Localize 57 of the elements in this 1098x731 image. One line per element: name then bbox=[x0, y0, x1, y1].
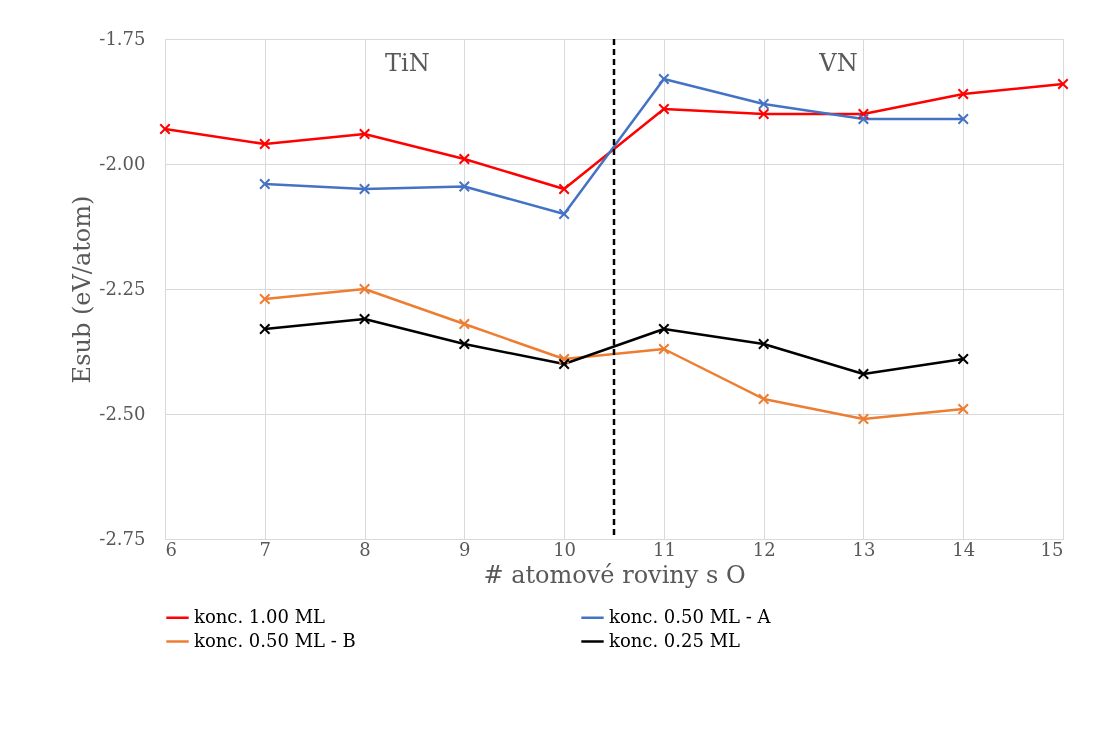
y-tick-label: -2.25 bbox=[99, 277, 146, 299]
x-tick-label: 9 bbox=[459, 538, 471, 560]
legend-label: konc. 0.50 ML - B bbox=[194, 629, 356, 651]
point bbox=[757, 98, 770, 110]
y-tick-label: -2.00 bbox=[99, 152, 146, 174]
point bbox=[658, 103, 670, 115]
point bbox=[757, 393, 770, 405]
point bbox=[259, 178, 271, 190]
point bbox=[957, 403, 969, 415]
point bbox=[558, 208, 570, 220]
point bbox=[857, 113, 870, 125]
y-tick-label: -1.75 bbox=[99, 27, 146, 49]
point bbox=[757, 338, 770, 350]
point bbox=[159, 123, 171, 135]
annotation: TiN bbox=[385, 49, 430, 77]
x-tick-label: 10 bbox=[553, 538, 577, 560]
point bbox=[458, 338, 471, 350]
point bbox=[358, 128, 371, 140]
x-tick-label: 14 bbox=[952, 538, 976, 560]
point bbox=[259, 138, 271, 150]
point bbox=[458, 180, 471, 193]
y-axis-title: Esub (eV/atom) bbox=[68, 195, 97, 384]
x-tick-label: 15 bbox=[1040, 538, 1064, 560]
point bbox=[658, 343, 670, 355]
legend-label: konc. 0.25 ML bbox=[609, 629, 741, 651]
legend-label: konc. 0.50 ML - A bbox=[609, 605, 772, 627]
x-tick-label: 7 bbox=[259, 538, 271, 560]
point bbox=[658, 73, 670, 85]
point bbox=[558, 353, 570, 365]
point bbox=[957, 113, 969, 125]
point bbox=[1057, 78, 1069, 90]
point bbox=[857, 368, 870, 380]
point bbox=[857, 108, 870, 120]
point bbox=[558, 183, 570, 195]
x-tick-label: 11 bbox=[652, 538, 676, 560]
x-tick-label: 6 bbox=[165, 538, 177, 560]
point bbox=[458, 153, 471, 165]
point bbox=[458, 318, 471, 330]
legend-label: konc. 1.00 ML bbox=[194, 605, 326, 627]
x-tick-label: 13 bbox=[852, 538, 876, 560]
point bbox=[658, 323, 670, 335]
point bbox=[757, 108, 770, 120]
annotation: VN bbox=[818, 49, 858, 77]
point bbox=[259, 293, 271, 305]
point bbox=[358, 313, 371, 325]
point bbox=[957, 88, 969, 100]
point bbox=[358, 183, 371, 195]
y-tick-label: -2.75 bbox=[99, 527, 146, 549]
point bbox=[358, 283, 371, 295]
point bbox=[857, 413, 870, 425]
point bbox=[259, 323, 271, 335]
point bbox=[957, 353, 969, 365]
point bbox=[558, 358, 570, 370]
x-tick-label: 8 bbox=[359, 538, 371, 560]
y-tick-label: -2.50 bbox=[99, 402, 146, 424]
x-tick-label: 12 bbox=[752, 538, 776, 560]
x-axis-title: # atomové roviny s O bbox=[483, 560, 746, 589]
